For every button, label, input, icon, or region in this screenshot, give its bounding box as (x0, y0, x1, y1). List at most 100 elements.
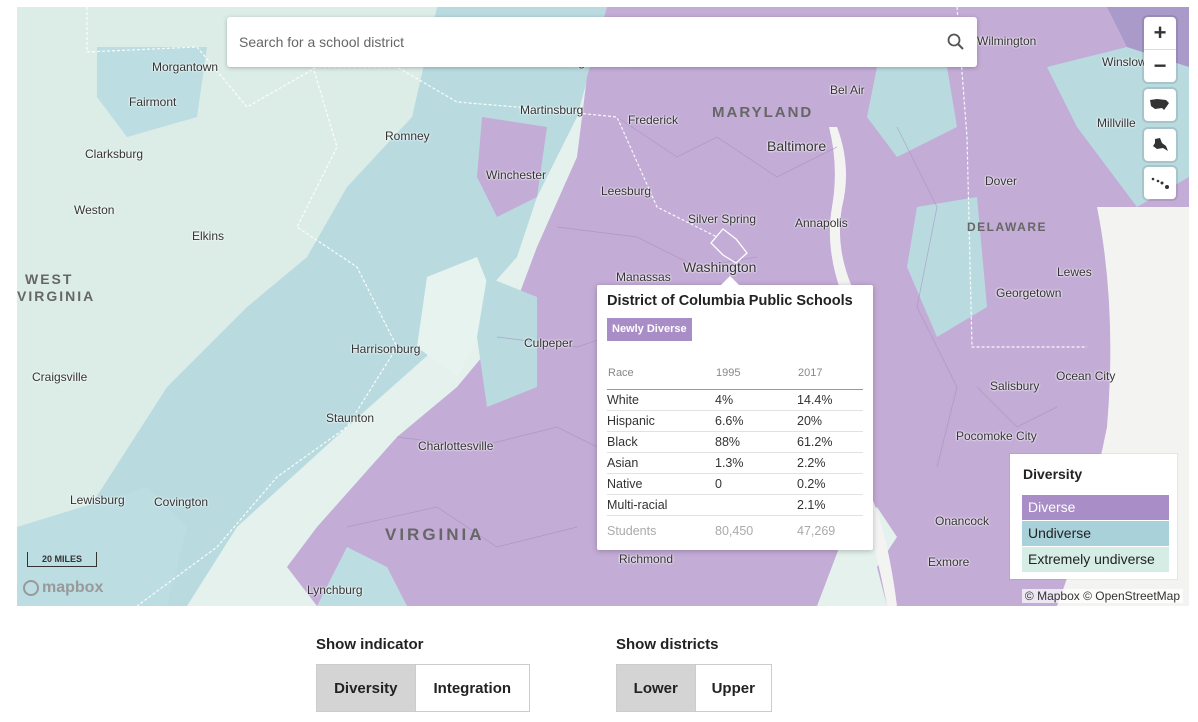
place-label: Fairmont (129, 95, 177, 109)
place-label: Winchester (486, 168, 547, 182)
students-1995: 80,450 (715, 524, 754, 538)
column-header-2017: 2017 (797, 357, 863, 390)
value-1995-cell: 88% (715, 431, 797, 453)
value-2017-cell: 2.2% (797, 452, 863, 474)
map[interactable]: MARYLAND DELAWARE WEST VIRGINIA VIRGINIA Morg… (17, 7, 1189, 606)
plus-icon: + (1153, 20, 1167, 45)
table-row: White 4% 14.4% (607, 389, 863, 411)
place-label: Weston (74, 203, 115, 217)
place-label: Morgantown (152, 60, 219, 74)
race-cell: Asian (607, 452, 715, 474)
view-us-button[interactable] (1144, 89, 1176, 121)
place-label: Martinsburg (520, 103, 584, 117)
value-1995-cell: 4% (715, 389, 797, 411)
region-extremely-undiverse-valley (417, 257, 497, 377)
students-label: Students (607, 524, 657, 538)
place-label: Dover (985, 174, 1018, 188)
table-row: Asian 1.3% 2.2% (607, 452, 863, 474)
state-label: VIRGINIA (17, 288, 96, 304)
place-label: Millville (1097, 116, 1136, 130)
students-row: Students 80,450 47,269 (607, 516, 863, 547)
value-2017-cell: 14.4% (797, 389, 863, 411)
value-1995-cell: 6.6% (715, 410, 797, 432)
view-hawaii-group (1144, 167, 1176, 199)
place-label: Richmond (619, 552, 674, 566)
indicator-label: Show indicator (316, 636, 424, 653)
tooltip-title: District of Columbia Public Schools (607, 293, 853, 309)
status-badge: Newly Diverse (607, 318, 692, 341)
value-2017-cell: 61.2% (797, 431, 863, 453)
place-label: Salisbury (990, 379, 1040, 393)
race-cell: Multi-racial (607, 494, 715, 516)
students-2017: 47,269 (797, 524, 836, 538)
view-alaska-button[interactable] (1144, 129, 1176, 161)
upper-button[interactable]: Upper (694, 665, 771, 711)
place-label: Lewisburg (70, 493, 125, 507)
state-label: WEST (25, 271, 74, 287)
legend-item-undiverse: Undiverse (1022, 521, 1169, 546)
view-hawaii-button[interactable] (1144, 167, 1176, 199)
place-label: Pocomoke City (956, 429, 1037, 443)
table-row: Hispanic 6.6% 20% (607, 410, 863, 432)
table-row: Native 0 0.2% (607, 473, 863, 495)
place-label: Lewes (1057, 265, 1092, 279)
search-box (227, 17, 977, 67)
place-label: Exmore (928, 555, 970, 569)
districts-toggle: Lower Upper (616, 664, 772, 712)
value-2017-cell: 0.2% (797, 473, 863, 495)
chesapeake-bay (829, 127, 897, 606)
race-cell: Native (607, 473, 715, 495)
table-row: Multi-racial 2.1% (607, 494, 863, 516)
table-header-row: Race 1995 2017 (607, 357, 863, 390)
search-input[interactable] (227, 17, 927, 67)
place-label: Leesburg (601, 184, 652, 198)
region-undiverse-band (17, 7, 607, 606)
place-label: Elkins (192, 229, 225, 243)
value-1995-cell: 1.3% (715, 452, 797, 474)
alaska-map-icon (1153, 138, 1168, 151)
legend: Diversity Diverse Undiverse Extremely un… (1010, 454, 1177, 579)
zoom-in-button[interactable]: + (1144, 17, 1176, 49)
place-label: Craigsville (32, 370, 88, 384)
region-undiverse-md (867, 67, 957, 157)
race-table: Race 1995 2017 White 4% 14.4% Hispanic 6.6% 2… (607, 357, 863, 546)
zoom-out-button[interactable]: − (1144, 49, 1176, 82)
diversity-button[interactable]: Diversity (317, 665, 415, 711)
legend-item-diverse: Diverse (1022, 495, 1169, 520)
place-label: Georgetown (996, 286, 1062, 300)
region-undiverse-pocket (477, 277, 537, 407)
place-label: Manassas (616, 270, 671, 284)
place-label: Wilmington (977, 34, 1037, 48)
legend-title: Diversity (1023, 466, 1083, 482)
mapbox-logo-icon (23, 580, 39, 596)
attribution[interactable]: © Mapbox © OpenStreetMap (1021, 589, 1183, 603)
race-cell: White (607, 389, 715, 411)
place-label: Clarksburg (85, 147, 144, 161)
lower-button[interactable]: Lower (617, 665, 695, 711)
place-label: Lynchburg (307, 583, 363, 597)
place-label: Harrisonburg (351, 342, 421, 356)
race-cell: Hispanic (607, 410, 715, 432)
value-2017-cell: 2.1% (797, 494, 863, 516)
view-controls (1144, 89, 1176, 121)
state-label: MARYLAND (712, 104, 814, 121)
hawaii-map-icon (1151, 177, 1169, 189)
mapbox-logo[interactable]: mapbox (23, 579, 103, 597)
search-icon[interactable] (945, 31, 967, 53)
place-label: Ocean City (1056, 369, 1116, 383)
state-label: DELAWARE (967, 220, 1048, 234)
place-label: Charlottesville (418, 439, 494, 453)
place-label: Silver Spring (688, 212, 757, 226)
race-rows: White 4% 14.4% Hispanic 6.6% 20% Black 88% 61.2%… (607, 389, 863, 547)
place-label: Onancock (935, 514, 990, 528)
scale-bar: 20 MILES (27, 552, 97, 567)
region-undiverse-sw (317, 547, 407, 606)
place-label: Winslow (1102, 55, 1147, 69)
mapbox-logo-text: mapbox (42, 579, 104, 596)
value-1995-cell: 0 (715, 473, 797, 495)
place-label: Romney (385, 129, 430, 143)
integration-button[interactable]: Integration (414, 665, 529, 711)
view-alaska-group (1144, 129, 1176, 161)
place-label: Frederick (628, 113, 679, 127)
region-extremely-undiverse (17, 7, 437, 567)
